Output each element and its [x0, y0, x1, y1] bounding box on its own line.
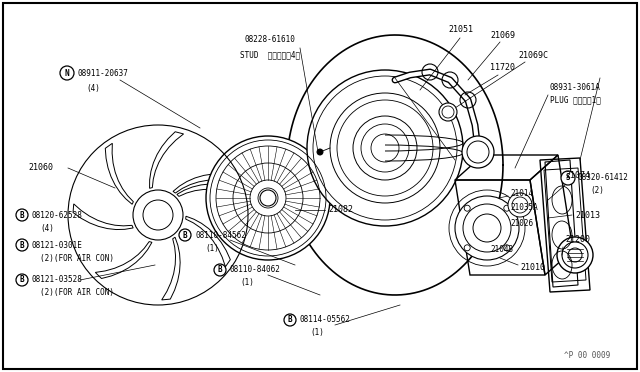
- Polygon shape: [162, 237, 180, 300]
- Text: 08110-84062: 08110-84062: [230, 266, 281, 275]
- Text: 21051: 21051: [448, 26, 473, 35]
- Text: 08931-3061A: 08931-3061A: [550, 83, 601, 93]
- Circle shape: [439, 103, 457, 121]
- Text: 08320-61412: 08320-61412: [578, 173, 629, 183]
- Text: ^P 00 0009: ^P 00 0009: [564, 350, 610, 359]
- Text: 08911-20637: 08911-20637: [77, 68, 128, 77]
- Text: B: B: [288, 315, 292, 324]
- Circle shape: [307, 70, 463, 226]
- Text: 08121-03528: 08121-03528: [32, 276, 83, 285]
- Text: (4): (4): [86, 83, 100, 93]
- Polygon shape: [95, 241, 152, 279]
- Polygon shape: [105, 143, 133, 204]
- Text: 21043: 21043: [490, 246, 513, 254]
- Circle shape: [179, 229, 191, 241]
- Circle shape: [462, 136, 494, 168]
- Circle shape: [330, 93, 440, 203]
- Text: STUD  スタック（4）: STUD スタック（4）: [240, 51, 300, 60]
- Text: 08120-62528: 08120-62528: [32, 211, 83, 219]
- Text: (4): (4): [40, 224, 54, 232]
- Text: 21060: 21060: [28, 164, 53, 173]
- Polygon shape: [73, 204, 133, 230]
- Circle shape: [557, 237, 593, 273]
- Text: 21074: 21074: [565, 170, 590, 180]
- Text: 11720: 11720: [490, 64, 515, 73]
- Text: N: N: [65, 68, 69, 77]
- Polygon shape: [150, 132, 184, 188]
- Text: 21035A: 21035A: [510, 203, 538, 212]
- Circle shape: [504, 245, 510, 251]
- Text: (1): (1): [205, 244, 219, 253]
- Circle shape: [464, 245, 470, 251]
- Polygon shape: [177, 184, 241, 197]
- Text: 21026: 21026: [510, 218, 533, 228]
- Text: 21014: 21014: [510, 189, 533, 198]
- Circle shape: [284, 314, 296, 326]
- Text: 21082: 21082: [328, 205, 353, 215]
- Circle shape: [353, 116, 417, 180]
- Circle shape: [561, 171, 575, 185]
- Circle shape: [508, 193, 532, 217]
- Text: (2)(FOR AIR CON): (2)(FOR AIR CON): [40, 289, 114, 298]
- Text: 08110-84562: 08110-84562: [195, 231, 246, 240]
- Text: 08121-0301E: 08121-0301E: [32, 241, 83, 250]
- Text: 21069: 21069: [490, 31, 515, 39]
- Circle shape: [504, 205, 510, 211]
- Circle shape: [16, 239, 28, 251]
- Text: (1): (1): [310, 328, 324, 337]
- Text: B: B: [182, 231, 188, 240]
- Text: 08114-05562: 08114-05562: [300, 315, 351, 324]
- Text: B: B: [218, 266, 222, 275]
- Text: 21200: 21200: [565, 235, 590, 244]
- Circle shape: [60, 66, 74, 80]
- Circle shape: [455, 196, 519, 260]
- Circle shape: [143, 200, 173, 230]
- Text: 21069C: 21069C: [518, 51, 548, 60]
- Circle shape: [317, 149, 323, 155]
- Circle shape: [16, 209, 28, 221]
- Polygon shape: [186, 216, 230, 267]
- Circle shape: [16, 274, 28, 286]
- Circle shape: [464, 205, 470, 211]
- Circle shape: [260, 190, 276, 206]
- Text: (2): (2): [590, 186, 604, 196]
- Circle shape: [206, 136, 330, 260]
- Text: B: B: [20, 276, 24, 285]
- Circle shape: [214, 264, 226, 276]
- Text: B: B: [20, 211, 24, 219]
- Text: 08228-61610: 08228-61610: [244, 35, 296, 45]
- Text: B: B: [20, 241, 24, 250]
- Text: 21013: 21013: [575, 211, 600, 219]
- Text: (2)(FOR AIR CON): (2)(FOR AIR CON): [40, 253, 114, 263]
- Circle shape: [133, 190, 183, 240]
- Text: S: S: [566, 173, 570, 183]
- Text: PLUG プラグ（1）: PLUG プラグ（1）: [550, 96, 601, 105]
- Text: 21010: 21010: [520, 263, 545, 273]
- Polygon shape: [173, 174, 237, 193]
- Text: (1): (1): [240, 279, 254, 288]
